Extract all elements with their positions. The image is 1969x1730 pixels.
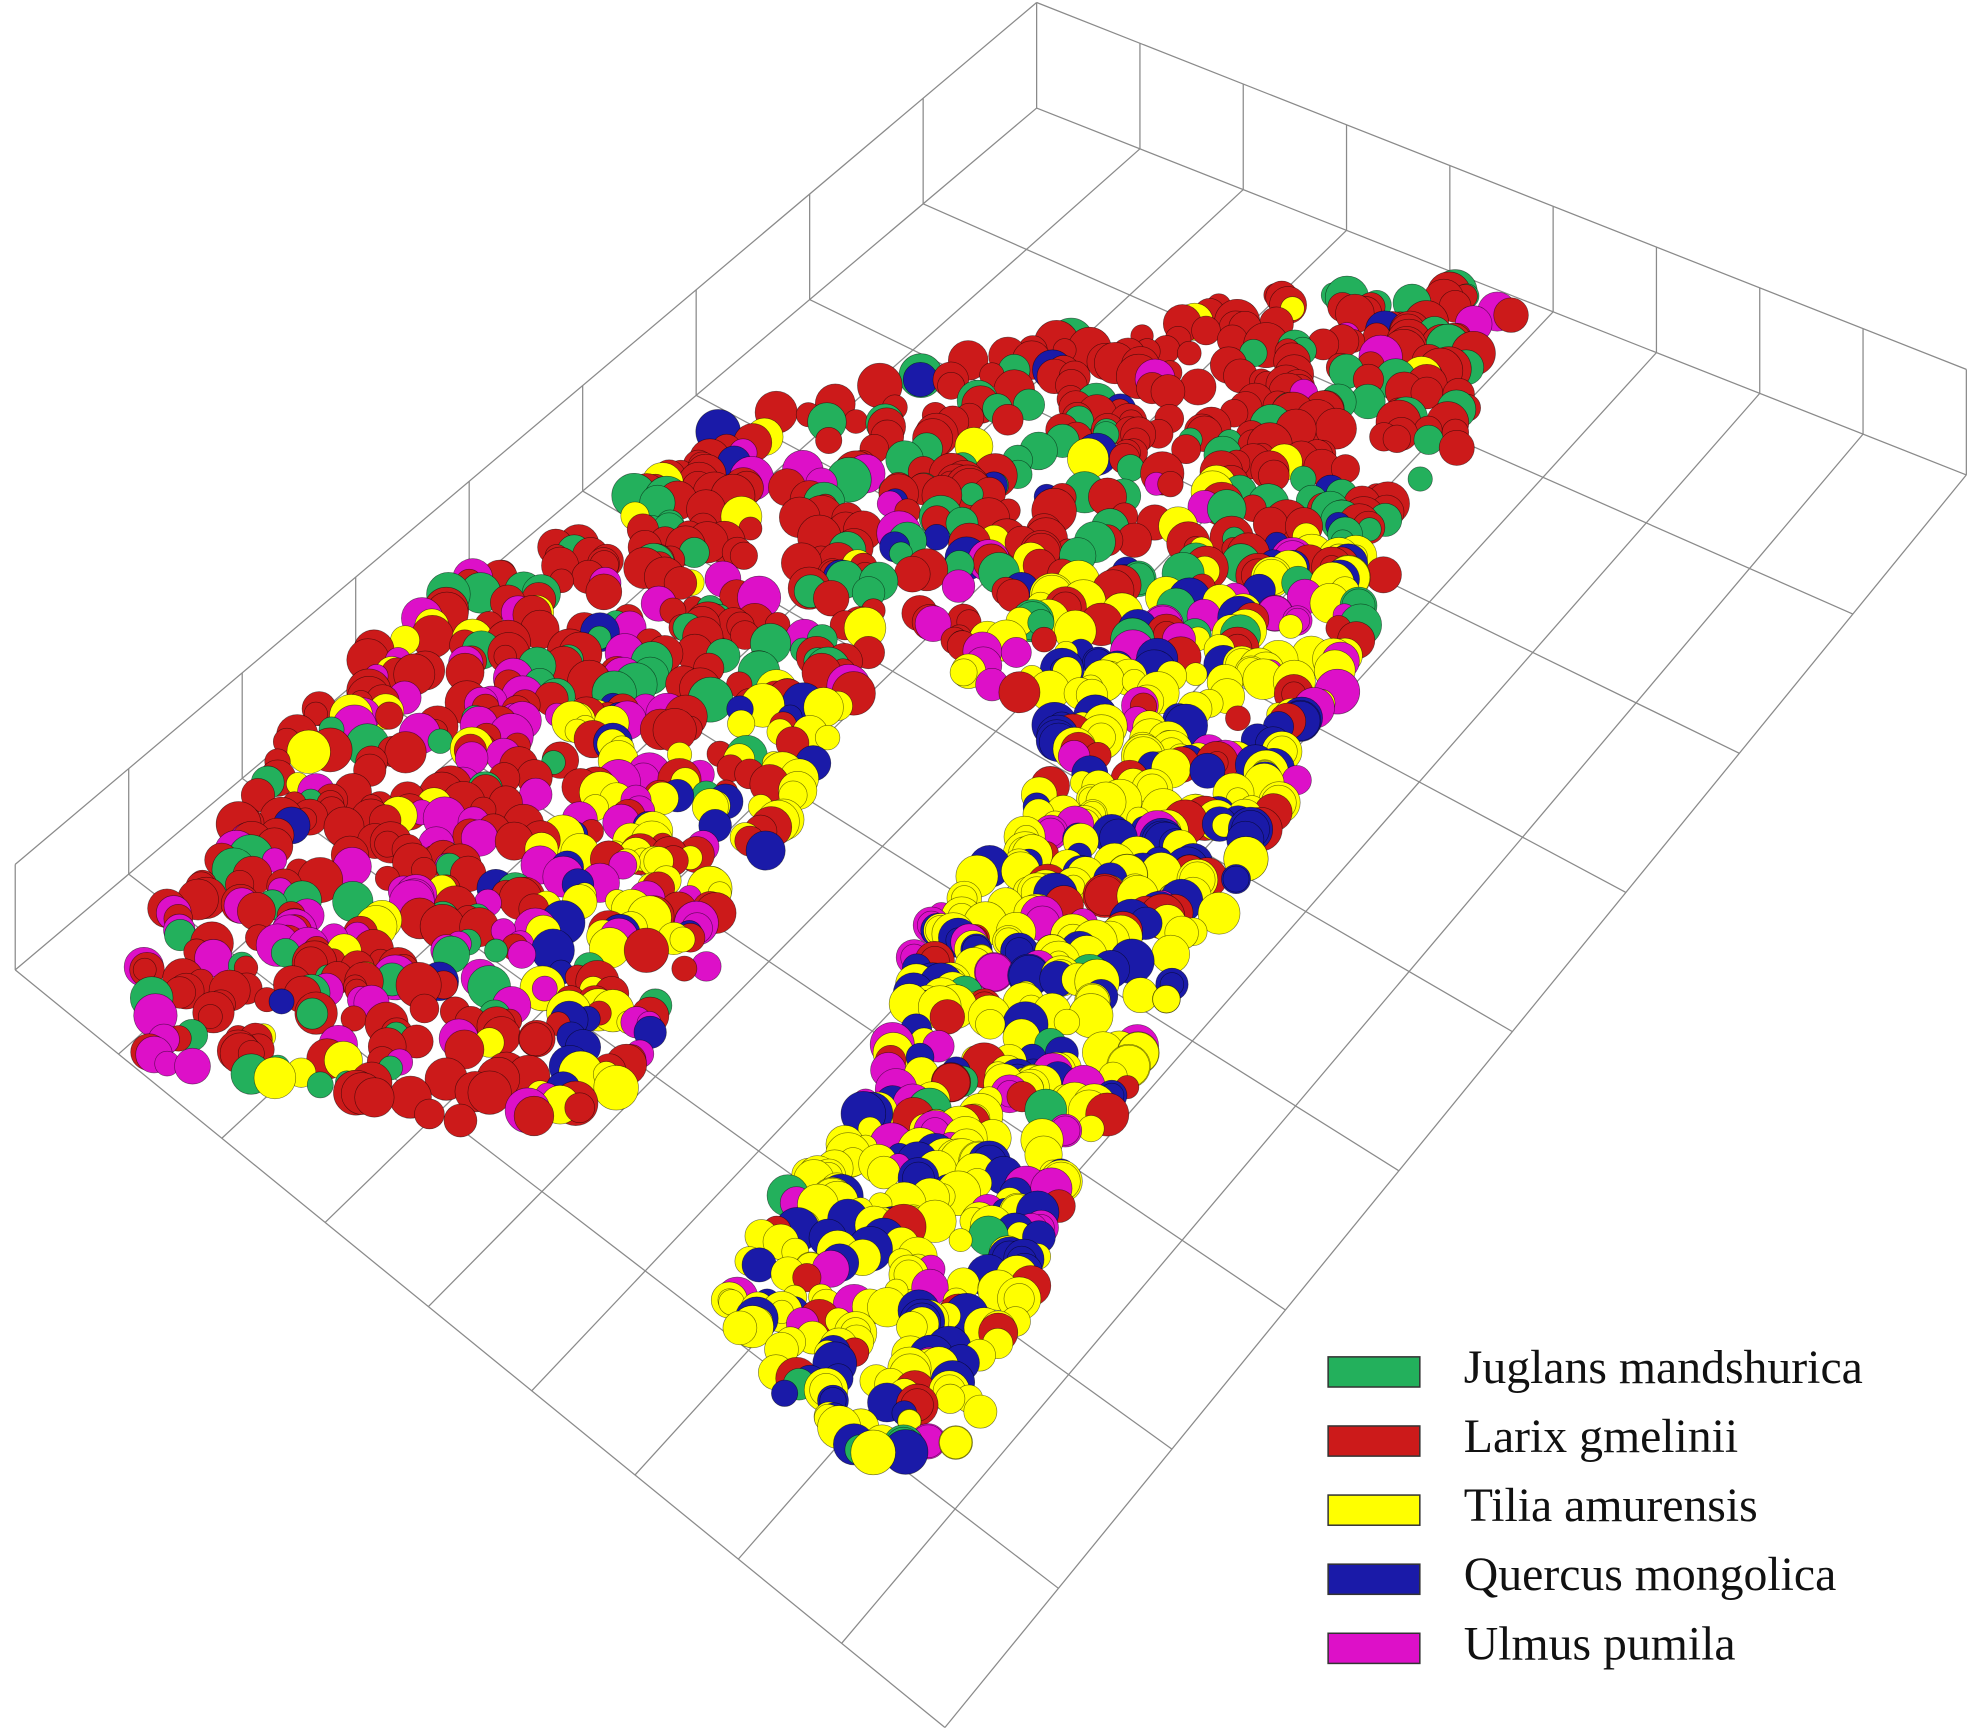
tree-crown bbox=[1278, 614, 1303, 639]
tree-crown bbox=[914, 605, 952, 642]
box-line bbox=[841, 433, 1864, 1644]
tree-crown bbox=[663, 566, 698, 600]
tree-crown bbox=[1152, 985, 1181, 1014]
tree-crown bbox=[414, 1098, 445, 1130]
tree-crown bbox=[792, 1263, 822, 1293]
tree-crown bbox=[1000, 637, 1032, 668]
tree-crown bbox=[669, 926, 696, 953]
tree-crown bbox=[1225, 705, 1251, 732]
tree-crown bbox=[815, 426, 843, 454]
tree-crown bbox=[1031, 626, 1057, 653]
legend-swatch bbox=[1327, 1632, 1421, 1665]
tree-crown bbox=[1413, 424, 1444, 455]
tree-crown bbox=[286, 729, 331, 774]
legend-swatch bbox=[1327, 1425, 1421, 1457]
tree-crown bbox=[813, 580, 850, 617]
tree-crown bbox=[923, 523, 950, 551]
tree-crown bbox=[893, 555, 931, 593]
tree-crown bbox=[1407, 466, 1433, 492]
tree-crown bbox=[1179, 368, 1217, 406]
tree-crown bbox=[729, 541, 758, 570]
tree-crown bbox=[722, 1310, 758, 1346]
tree-crown bbox=[1150, 374, 1186, 409]
tree-crown bbox=[991, 403, 1024, 436]
tree-crown bbox=[443, 1103, 478, 1138]
tree-crown bbox=[1157, 470, 1184, 498]
tree-crown bbox=[623, 927, 669, 973]
tree-crown bbox=[1171, 434, 1202, 465]
tree-crown bbox=[1053, 1008, 1081, 1036]
legend-label: Juglans mandshurica bbox=[1464, 1341, 1863, 1394]
box-line bbox=[14, 2, 1038, 865]
tree-crown bbox=[948, 1228, 973, 1253]
tree-crown bbox=[427, 728, 453, 754]
legend-label: Larix gmelinii bbox=[1464, 1410, 1738, 1463]
tree-crown bbox=[949, 658, 978, 687]
tree-crown bbox=[1222, 865, 1250, 893]
tree-crown bbox=[484, 938, 508, 963]
tree-crown bbox=[1191, 315, 1221, 346]
tree-crown bbox=[296, 997, 329, 1030]
legend-label: Quercus mongolica bbox=[1464, 1548, 1836, 1601]
legend: Juglans mandshurica Larix gmelinii Tilia a… bbox=[1327, 1341, 1863, 1670]
tree-crown bbox=[1151, 934, 1190, 974]
tree-crown bbox=[384, 731, 427, 774]
tree-crown bbox=[929, 999, 965, 1035]
tree-crown bbox=[467, 1070, 512, 1115]
tree-crown bbox=[197, 1004, 223, 1029]
tree-crown bbox=[998, 671, 1041, 714]
tree-crown bbox=[1189, 752, 1226, 789]
tree-crown bbox=[585, 573, 623, 611]
tree-crown bbox=[939, 1426, 973, 1460]
tree-crown bbox=[531, 975, 558, 1002]
box-line bbox=[1036, 107, 1967, 476]
tree-crown bbox=[1493, 297, 1529, 333]
legend-swatch bbox=[1327, 1563, 1421, 1596]
tree-crown bbox=[814, 724, 841, 751]
tree-crown bbox=[727, 709, 756, 738]
box-line bbox=[14, 107, 1038, 971]
tree-crown bbox=[593, 1065, 639, 1111]
tree-crown bbox=[1438, 429, 1475, 466]
tree-crown bbox=[1116, 454, 1145, 482]
legend-label: Ulmus pumila bbox=[1464, 1617, 1736, 1670]
tree-crown bbox=[850, 1429, 896, 1476]
point-cloud bbox=[123, 269, 1529, 1476]
box-line bbox=[14, 969, 946, 1728]
tree-crown bbox=[1364, 556, 1402, 594]
tree-crown bbox=[1382, 424, 1411, 453]
tree-crown bbox=[513, 1095, 555, 1137]
tree-crown bbox=[941, 569, 976, 603]
tree-crown bbox=[409, 993, 440, 1024]
tree-crown bbox=[354, 1077, 395, 1118]
legend-label: Tilia amurensis bbox=[1464, 1479, 1758, 1532]
box-line bbox=[944, 474, 1967, 1728]
legend-swatch bbox=[1327, 1494, 1421, 1526]
tree-crown bbox=[253, 1056, 297, 1100]
tree-crown bbox=[518, 1022, 553, 1057]
tree-crown bbox=[306, 1071, 334, 1099]
tree-crown bbox=[1177, 340, 1202, 366]
tree-crown bbox=[843, 409, 869, 434]
tree-crown bbox=[507, 940, 537, 969]
legend-swatch bbox=[1327, 1356, 1421, 1388]
tree-crown bbox=[771, 1379, 799, 1407]
tree-crown bbox=[268, 988, 295, 1015]
box-line bbox=[1036, 1, 1967, 370]
tree-crown bbox=[671, 955, 698, 982]
tree-crown bbox=[1197, 891, 1241, 935]
tree-crown bbox=[902, 362, 938, 398]
tree-crown bbox=[1122, 977, 1159, 1014]
tree-crown bbox=[963, 1394, 998, 1429]
tree-crown bbox=[174, 1047, 211, 1085]
tree-crown bbox=[745, 830, 786, 871]
tree-crown bbox=[975, 1009, 1006, 1040]
tree-crown bbox=[935, 1383, 966, 1414]
tree-crown bbox=[564, 1092, 595, 1123]
tree-crown bbox=[375, 701, 404, 730]
tree-crown bbox=[1183, 662, 1208, 686]
